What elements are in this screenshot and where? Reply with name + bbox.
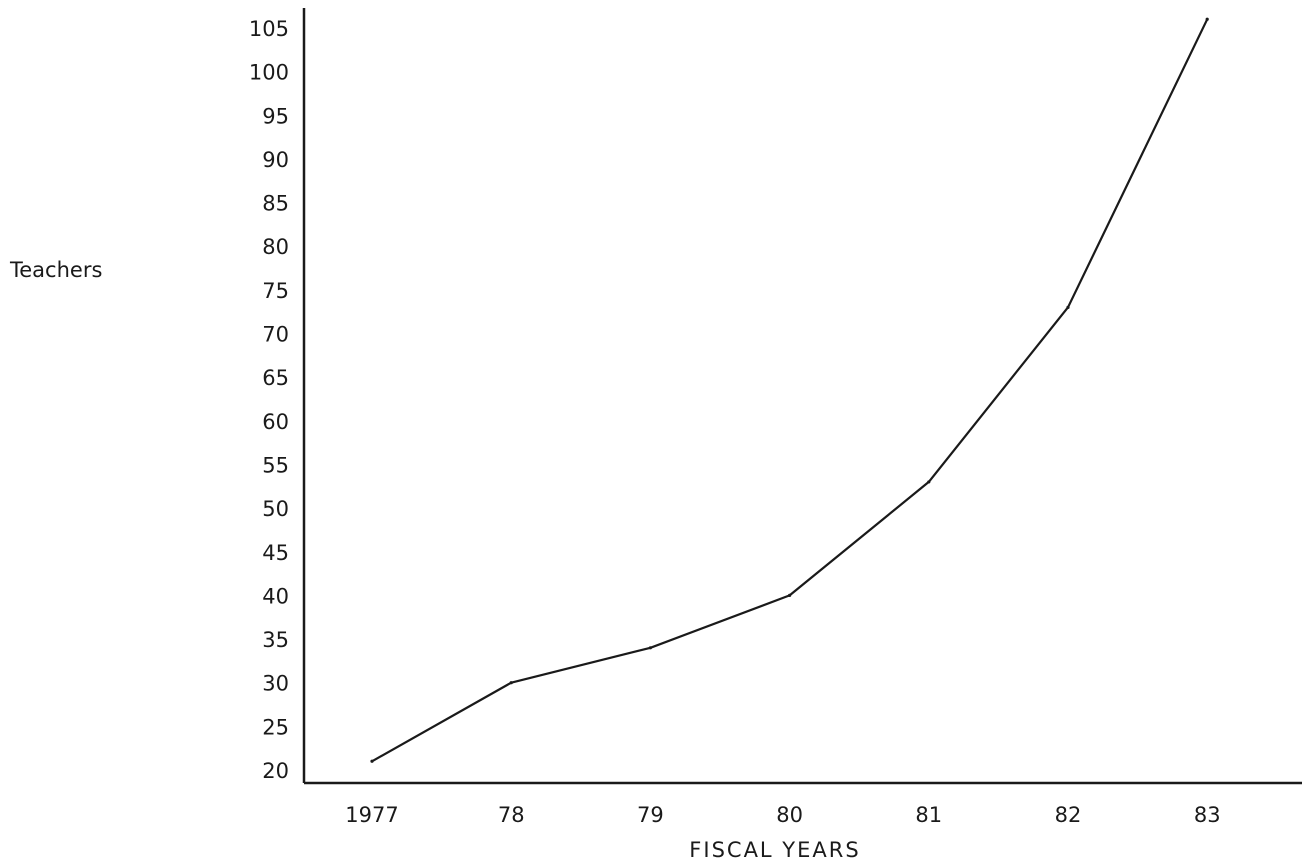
y-tick-label: 80 (262, 235, 289, 259)
y-tick-label: 45 (262, 541, 289, 565)
x-tick-label: 80 (776, 803, 803, 827)
x-tick-label: 79 (637, 803, 664, 827)
data-point (788, 593, 792, 598)
y-tick-label: 55 (262, 453, 289, 477)
x-axis-title: FISCAL YEARS (689, 838, 860, 862)
data-point (370, 759, 374, 763)
data-point (927, 480, 931, 484)
y-tick-label: 35 (262, 628, 289, 652)
x-tick-label: 82 (1055, 803, 1082, 827)
y-tick-label: 20 (262, 759, 289, 783)
y-tick-label: 50 (262, 497, 289, 521)
x-tick-label: 1977 (345, 803, 398, 827)
data-point (509, 681, 513, 685)
y-tick-label: 100 (249, 61, 289, 85)
x-tick-label: 83 (1194, 803, 1221, 827)
y-axis-ticks: 20 25 30 35 40 45 50 55 60 65 70 75 80 85 90 95 100 105 (249, 17, 289, 783)
y-tick-label: 105 (249, 17, 289, 41)
y-tick-label: 60 (262, 410, 289, 434)
y-tick-label: 95 (262, 104, 289, 128)
y-tick-label: 90 (262, 148, 289, 172)
y-tick-label: 70 (262, 323, 289, 347)
data-point (1066, 305, 1070, 309)
y-tick-label: 85 (262, 192, 289, 216)
y-tick-label: 65 (262, 366, 289, 390)
series-line (371, 18, 1209, 763)
data-point (648, 646, 653, 650)
x-tick-label: 81 (915, 803, 942, 827)
y-tick-label: 75 (262, 279, 289, 303)
y-tick-label: 30 (262, 672, 289, 696)
y-tick-label: 40 (262, 584, 289, 608)
y-axis-title: Teachers (9, 258, 102, 282)
x-axis-ticks: 1977 78 79 80 81 82 83 (345, 803, 1220, 827)
y-tick-label: 25 (262, 715, 289, 739)
x-tick-label: 78 (498, 803, 525, 827)
data-point (1205, 17, 1209, 21)
data-points (370, 17, 1209, 763)
